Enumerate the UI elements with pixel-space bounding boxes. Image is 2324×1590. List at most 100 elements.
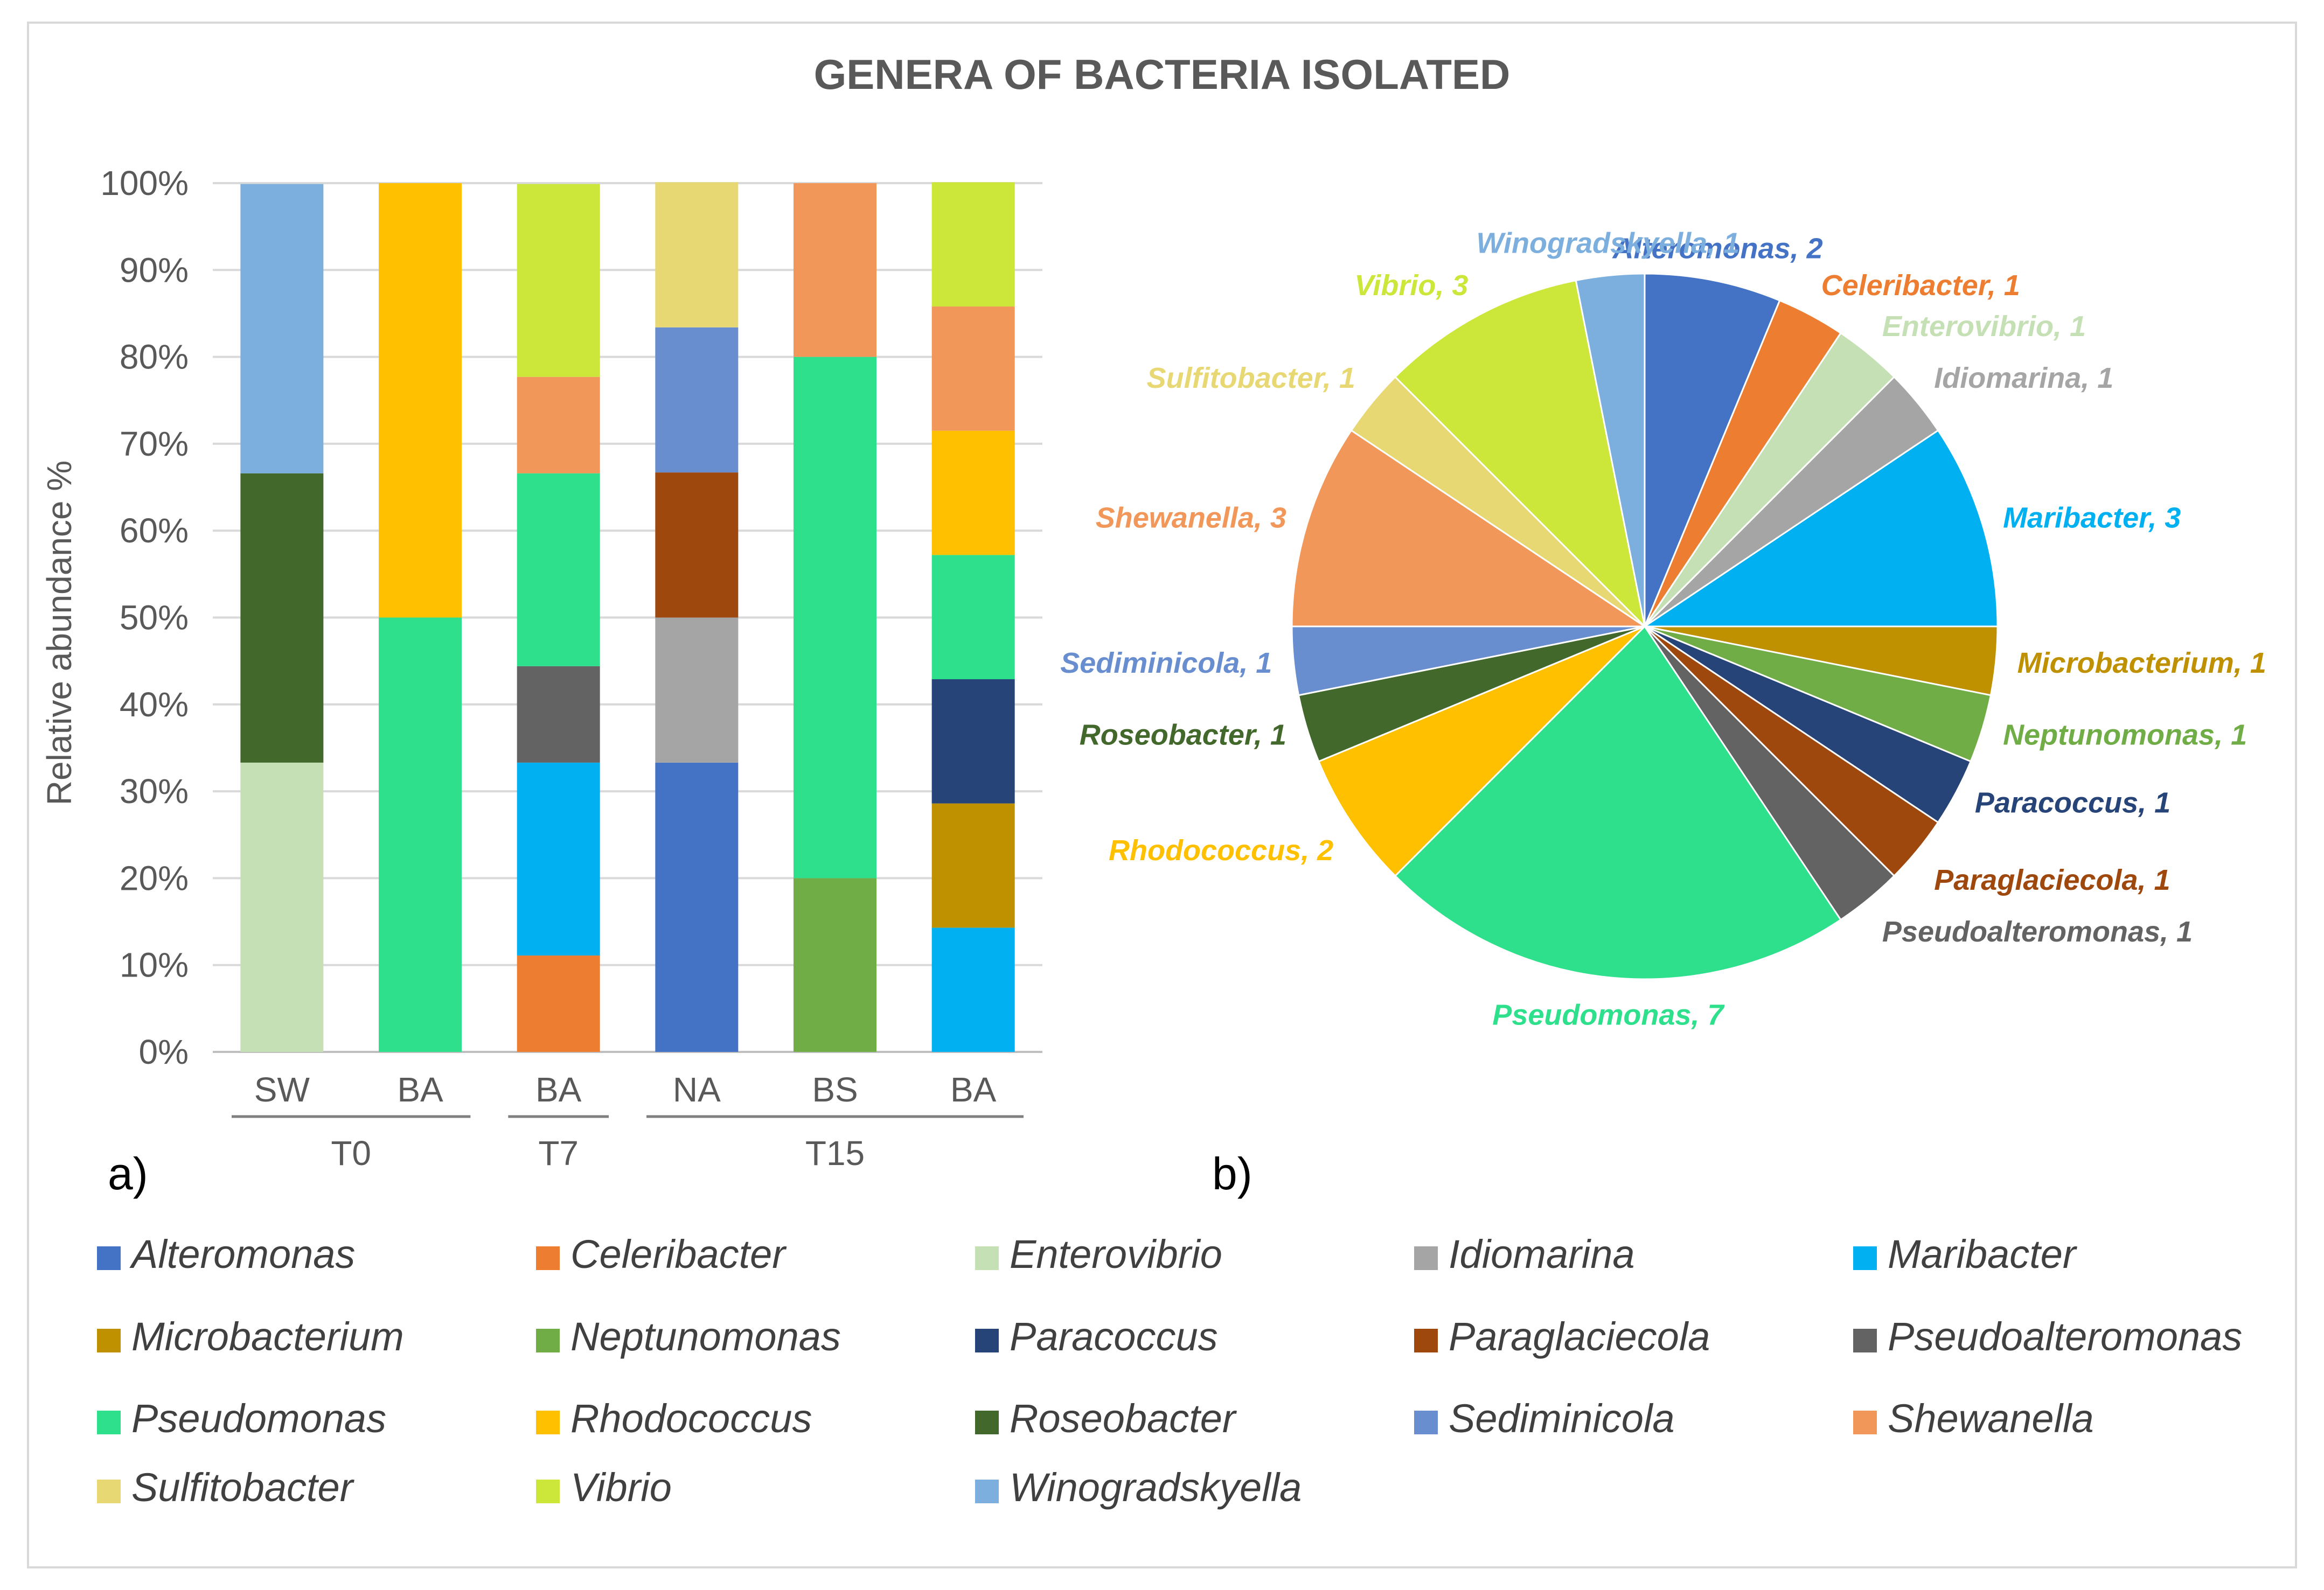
legend-swatch-paraglaciecola bbox=[1414, 1329, 1438, 1352]
legend-label-pseudoalteromonas: Pseudoalteromonas bbox=[1888, 1314, 2242, 1359]
pie-labels: Alteromonas, 2 Celeribacter, 1 Enterovibri… bbox=[1060, 227, 2266, 1031]
legend-swatch-paracoccus bbox=[975, 1329, 999, 1352]
legend-label-shewanella: Shewanella bbox=[1888, 1396, 2094, 1441]
legend-swatch-microbacterium bbox=[97, 1329, 121, 1352]
bar-segment-enterovibrio bbox=[240, 762, 324, 1052]
bar-segment-maribacter bbox=[517, 762, 600, 956]
bar-segment-vibrio bbox=[517, 184, 600, 377]
legend-swatch-sulfitobacter bbox=[97, 1480, 121, 1503]
pie-label-sediminicola: Sediminicola, 1 bbox=[1060, 647, 1272, 679]
legend: Alteromonas Celeribacter Enterovibrio Idiom… bbox=[97, 1232, 2242, 1510]
x-axis-categories: SW BA BA NA BS BA bbox=[254, 1070, 997, 1109]
pie-slice-pseudomonas bbox=[1394, 625, 1842, 980]
stacked-bars bbox=[240, 182, 1015, 1052]
x-category-label: BS bbox=[812, 1070, 858, 1109]
legend-label-paracoccus: Paracoccus bbox=[1010, 1314, 1218, 1359]
x-category-label: SW bbox=[254, 1070, 310, 1109]
bar-segment-sediminicola bbox=[655, 327, 739, 473]
bar-segment-pseudomonas bbox=[931, 555, 1015, 680]
legend-swatch-pseudoalteromonas bbox=[1853, 1329, 1877, 1352]
bar-segment-winogradskyella bbox=[240, 184, 324, 473]
pie-label-neptunomonas: Neptunomonas, 1 bbox=[2003, 719, 2247, 751]
pie-slice-shewanella bbox=[1291, 429, 1647, 627]
bar-segment-celeribacter bbox=[517, 955, 600, 1052]
legend-swatch-enterovibrio bbox=[975, 1246, 999, 1270]
pie-label-idiomarina: Idiomarina, 1 bbox=[1934, 362, 2113, 394]
x-category-label: BA bbox=[397, 1070, 443, 1109]
y-tick-label: 100% bbox=[100, 164, 189, 203]
legend-label-maribacter: Maribacter bbox=[1888, 1232, 2078, 1277]
bar-segment-alteromonas bbox=[655, 762, 739, 1052]
x-group-label: T0 bbox=[331, 1134, 371, 1173]
bar-segment-pseudoalteromonas bbox=[517, 666, 600, 763]
bar-segment-idiomarina bbox=[655, 617, 739, 763]
bar-segment-sulfitobacter bbox=[655, 182, 739, 327]
legend-label-alteromonas: Alteromonas bbox=[129, 1232, 355, 1277]
legend-label-vibrio: Vibrio bbox=[570, 1465, 672, 1510]
pie-slice-rhodococcus bbox=[1317, 625, 1646, 877]
chart-title: GENERA OF BACTERIA ISOLATED bbox=[814, 51, 1511, 98]
x-category-label: NA bbox=[673, 1070, 721, 1109]
pie-label-sulfitobacter: Sulfitobacter, 1 bbox=[1147, 362, 1355, 394]
legend-label-winogradskyella: Winogradskyella bbox=[1010, 1465, 1302, 1510]
pie-label-enterovibrio: Enterovibrio, 1 bbox=[1882, 310, 2086, 343]
pie-label-winogradskyella: Winogradskyella, 1 bbox=[1477, 227, 1740, 259]
legend-label-enterovibrio: Enterovibrio bbox=[1010, 1232, 1222, 1277]
legend-swatch-neptunomonas bbox=[536, 1329, 560, 1352]
pie-chart bbox=[1291, 273, 1999, 980]
pie-label-maribacter: Maribacter, 3 bbox=[2003, 501, 2181, 534]
legend-swatch-pseudomonas bbox=[97, 1411, 121, 1434]
pie-slice-winogradskyella bbox=[1575, 273, 1646, 627]
bar-segment-pseudomonas bbox=[517, 473, 600, 666]
legend-swatch-sediminicola bbox=[1414, 1411, 1438, 1434]
y-tick-label: 80% bbox=[120, 338, 189, 376]
legend-label-paraglaciecola: Paraglaciecola bbox=[1449, 1314, 1710, 1359]
pie-label-microbacterium: Microbacterium, 1 bbox=[2017, 647, 2266, 679]
bar-segment-roseobacter bbox=[240, 473, 324, 763]
y-tick-label: 40% bbox=[120, 685, 189, 724]
y-tick-label: 90% bbox=[120, 250, 189, 289]
legend-swatch-alteromonas bbox=[97, 1246, 121, 1270]
legend-swatch-shewanella bbox=[1853, 1411, 1877, 1434]
pie-label-paracoccus: Paracoccus, 1 bbox=[1975, 787, 2170, 819]
legend-swatch-roseobacter bbox=[975, 1411, 999, 1434]
y-tick-label: 10% bbox=[120, 946, 189, 985]
y-tick-label: 50% bbox=[120, 598, 189, 637]
y-axis-ticks: 0% 10% 20% 30% 40% 50% 60% 70% 80% 90% 100% bbox=[100, 164, 189, 1071]
bar-segment-microbacterium bbox=[931, 803, 1015, 928]
legend-label-rhodococcus: Rhodococcus bbox=[570, 1396, 812, 1441]
bar-segment-shewanella bbox=[931, 306, 1015, 431]
pie-label-paraglaciecola: Paraglaciecola, 1 bbox=[1934, 864, 2170, 896]
pie-label-shewanella: Shewanella, 3 bbox=[1096, 501, 1286, 534]
y-tick-label: 30% bbox=[120, 772, 189, 811]
bar-segment-neptunomonas bbox=[794, 878, 876, 1052]
bar-segment-pseudomonas bbox=[379, 617, 462, 1052]
legend-swatch-rhodococcus bbox=[536, 1411, 560, 1434]
bar-segment-shewanella bbox=[517, 376, 600, 473]
legend-swatch-celeribacter bbox=[536, 1246, 560, 1270]
bar-segment-rhodococcus bbox=[931, 430, 1015, 555]
legend-label-sediminicola: Sediminicola bbox=[1449, 1396, 1675, 1441]
panel-label-a: a) bbox=[108, 1148, 148, 1199]
pie-slice-maribacter bbox=[1642, 429, 1999, 627]
bar-segment-pseudomonas bbox=[794, 357, 876, 878]
y-tick-label: 60% bbox=[120, 511, 189, 550]
pie-slice-alteromonas bbox=[1644, 273, 1781, 627]
legend-label-sulfitobacter: Sulfitobacter bbox=[131, 1465, 355, 1510]
x-axis-groups: T0 T7 T15 bbox=[232, 1115, 1024, 1173]
pie-label-roseobacter: Roseobacter, 1 bbox=[1080, 719, 1286, 751]
pie-label-pseudoalteromonas: Pseudoalteromonas, 1 bbox=[1882, 916, 2193, 948]
y-tick-label: 70% bbox=[120, 424, 189, 463]
x-group-label: T15 bbox=[805, 1134, 865, 1173]
panel-label-b: b) bbox=[1212, 1148, 1253, 1199]
x-category-label: BA bbox=[535, 1070, 582, 1109]
legend-label-pseudomonas: Pseudomonas bbox=[131, 1396, 386, 1441]
legend-swatch-winogradskyella bbox=[975, 1480, 999, 1503]
bar-segment-paraglaciecola bbox=[655, 472, 739, 618]
legend-swatch-idiomarina bbox=[1414, 1246, 1438, 1270]
y-tick-label: 0% bbox=[139, 1033, 189, 1071]
y-axis-label: Relative abundance % bbox=[40, 461, 79, 805]
pie-label-rhodococcus: Rhodococcus, 2 bbox=[1109, 834, 1333, 867]
bar-segment-paracoccus bbox=[931, 679, 1015, 804]
